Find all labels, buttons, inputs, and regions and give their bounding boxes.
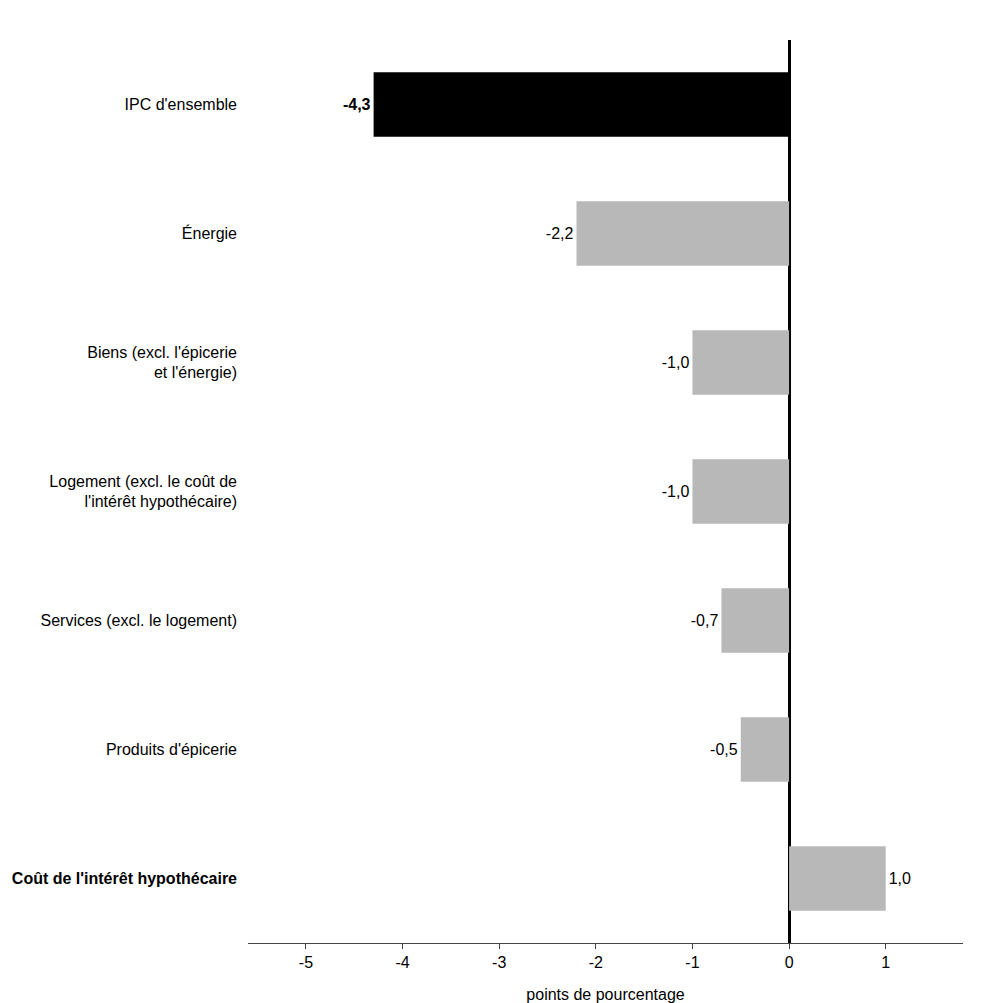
svg-text:-4: -4 xyxy=(395,954,409,971)
svg-text:points de pourcentage: points de pourcentage xyxy=(526,986,684,1003)
svg-text:-5: -5 xyxy=(299,954,313,971)
svg-text:-2: -2 xyxy=(589,954,603,971)
svg-text:0: 0 xyxy=(785,954,794,971)
svg-text:-4,3: -4,3 xyxy=(343,96,371,113)
svg-text:1,0: 1,0 xyxy=(889,870,911,887)
svg-text:-0,5: -0,5 xyxy=(710,741,738,758)
svg-text:Produits d'épicerie: Produits d'épicerie xyxy=(106,741,237,758)
svg-text:Logement (excl. le coût del'in: Logement (excl. le coût del'intérêt hypo… xyxy=(49,473,237,511)
svg-text:-1: -1 xyxy=(685,954,699,971)
svg-text:1: 1 xyxy=(881,954,890,971)
svg-text:Services (excl. le logement): Services (excl. le logement) xyxy=(40,612,237,629)
svg-text:-1,0: -1,0 xyxy=(662,354,690,371)
svg-text:Énergie: Énergie xyxy=(182,224,237,242)
svg-text:Coût de l'intérêt hypothécaire: Coût de l'intérêt hypothécaire xyxy=(12,870,237,887)
svg-text:IPC d'ensemble: IPC d'ensemble xyxy=(125,96,238,113)
svg-text:-2,2: -2,2 xyxy=(546,225,574,242)
svg-text:-3: -3 xyxy=(492,954,506,971)
svg-text:Biens (excl. l'épicerieet l'én: Biens (excl. l'épicerieet l'énergie) xyxy=(87,344,237,382)
svg-text:-1,0: -1,0 xyxy=(662,483,690,500)
svg-text:-0,7: -0,7 xyxy=(691,612,719,629)
